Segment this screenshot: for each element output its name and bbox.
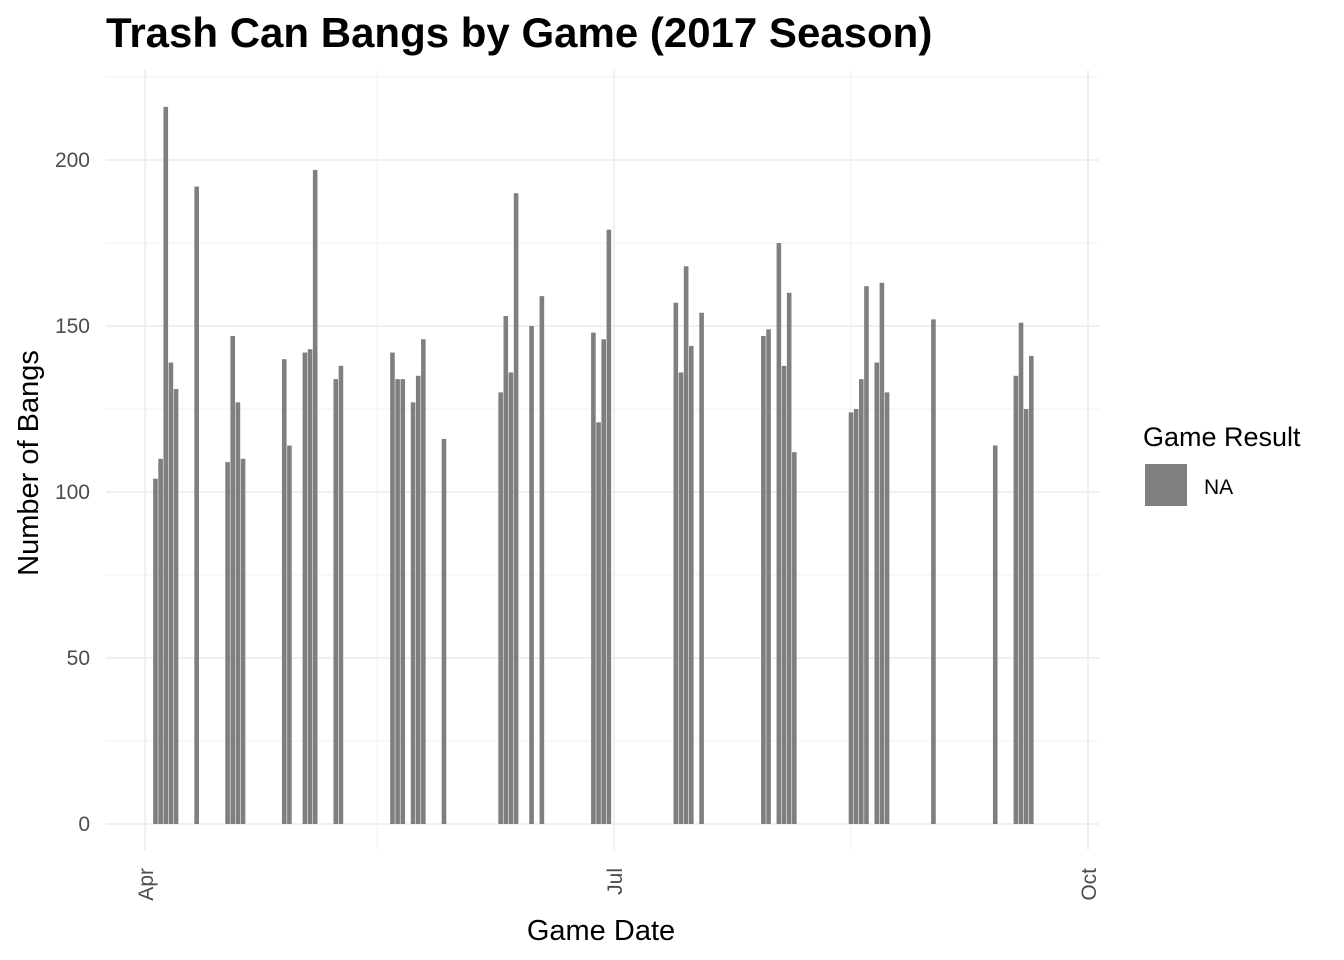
bar (498, 392, 503, 824)
bar (225, 462, 230, 824)
bar (1023, 409, 1029, 824)
bar (683, 266, 689, 824)
x-tick-label: Oct (1078, 868, 1101, 901)
x-tick-label: Jul (604, 868, 627, 895)
bar (529, 326, 534, 824)
bar (591, 332, 596, 824)
bar (864, 286, 869, 824)
x-tick-label: Apr (135, 868, 158, 901)
bar (761, 335, 766, 824)
bar (235, 402, 241, 824)
bar (194, 186, 199, 824)
bar (390, 352, 395, 824)
bar (879, 282, 885, 825)
bar (699, 312, 704, 824)
x-axis-title: Game Date (527, 915, 675, 947)
bar (410, 402, 416, 824)
bar (1013, 375, 1019, 824)
bar (513, 193, 519, 824)
bar (678, 372, 684, 824)
bar (287, 445, 292, 824)
legend-item-label: NA (1204, 476, 1233, 499)
legend-title: Game Result (1143, 422, 1301, 452)
bar (884, 392, 890, 824)
bar (781, 365, 787, 824)
y-tick-label: 200 (55, 149, 90, 172)
bar (792, 452, 797, 824)
y-tick-label: 100 (55, 481, 90, 504)
bar (421, 339, 426, 824)
y-tick-label: 150 (55, 315, 90, 338)
bar (163, 106, 169, 824)
bar (853, 409, 859, 824)
bar (859, 379, 864, 824)
bar (992, 445, 998, 824)
bar (539, 296, 545, 824)
bar (786, 292, 792, 824)
bar (240, 458, 246, 824)
bar (596, 422, 601, 824)
bar (333, 379, 339, 824)
bar (441, 438, 447, 824)
y-axis-title: Number of Bangs (13, 350, 45, 576)
bar (158, 458, 163, 824)
bar (601, 339, 606, 824)
bar (312, 169, 318, 824)
bar (673, 302, 679, 824)
bar (153, 478, 158, 824)
bar (508, 372, 514, 824)
bar (1018, 322, 1024, 824)
y-tick-label: 0 (78, 813, 90, 836)
bar (766, 329, 771, 824)
bar (400, 379, 406, 824)
bar (606, 229, 612, 825)
bar (931, 319, 936, 824)
bar (503, 316, 509, 824)
bar (395, 379, 400, 824)
x-axis-ticks: Apr Jul Oct (135, 868, 1101, 901)
y-tick-label: 50 (67, 647, 90, 670)
legend-swatch (1145, 464, 1187, 506)
bar (281, 359, 287, 824)
bar (1029, 355, 1034, 824)
bar (168, 362, 174, 824)
bar (874, 362, 880, 824)
bars (153, 106, 1034, 825)
bar (848, 412, 854, 824)
legend: Game Result NA (1143, 422, 1301, 506)
chart-title: Trash Can Bangs by Game (2017 Season) (106, 9, 932, 56)
bar (688, 345, 694, 824)
bar (302, 352, 308, 824)
bar (307, 349, 313, 824)
y-axis-ticks: 0 50 100 150 200 (55, 149, 90, 836)
bar (776, 243, 782, 824)
bar (230, 335, 236, 824)
bar (173, 389, 179, 824)
bar (415, 375, 421, 824)
bar (338, 365, 344, 824)
